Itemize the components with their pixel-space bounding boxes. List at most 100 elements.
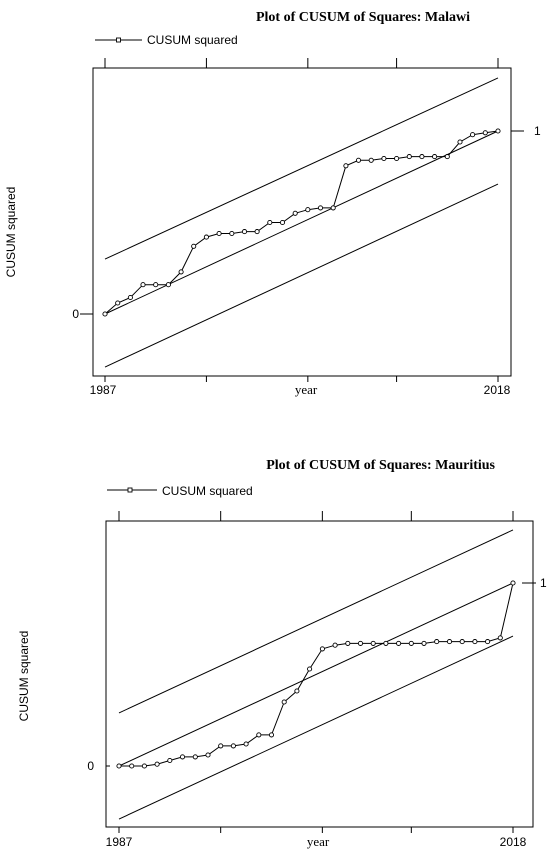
mauritius-cusum-point bbox=[230, 743, 236, 749]
mauritius-y-tick-1: 1 bbox=[540, 576, 547, 590]
mauritius-cusum-point bbox=[141, 763, 147, 769]
malawi-cusum-point bbox=[317, 205, 324, 211]
mauritius-cusum-point bbox=[307, 666, 313, 672]
malawi-legend-marker bbox=[116, 37, 121, 43]
malawi-cusum-point bbox=[267, 219, 273, 226]
mauritius-cusum-point bbox=[510, 580, 516, 586]
mauritius-legend: CUSUM squared bbox=[107, 484, 253, 498]
mauritius-cusum-point bbox=[497, 635, 503, 641]
malawi-cusum-point bbox=[419, 154, 425, 160]
malawi-cusum-point bbox=[191, 243, 197, 249]
malawi-cusum-point bbox=[355, 157, 362, 163]
mauritius-cusum-point bbox=[154, 761, 160, 767]
malawi-center-bound-line bbox=[104, 130, 499, 315]
mauritius-chart-title: Plot of CUSUM of Squares: Mauritius bbox=[266, 458, 495, 473]
mauritius-cusum-point bbox=[332, 642, 338, 648]
malawi-cusum-point bbox=[368, 157, 374, 163]
malawi-chart-title: Plot of CUSUM of Squares: Malawi bbox=[256, 10, 470, 25]
mauritius-bottom-ticks bbox=[118, 827, 514, 833]
mauritius-cusum-point bbox=[268, 732, 275, 738]
mauritius-cusum-point bbox=[256, 732, 262, 738]
malawi-x-tick-end: 2018 bbox=[484, 383, 511, 397]
malawi-cusum-point bbox=[165, 282, 171, 288]
malawi-cusum-point bbox=[482, 130, 488, 136]
malawi-cusum-point bbox=[140, 282, 146, 288]
mauritius-cusum-point bbox=[192, 754, 198, 760]
mauritius-cusum-point bbox=[370, 640, 376, 646]
malawi-legend: CUSUM squared bbox=[95, 33, 238, 47]
malawi-top-ticks bbox=[104, 58, 499, 68]
mauritius-cusum-point bbox=[179, 754, 186, 760]
mauritius-legend-marker bbox=[127, 487, 133, 493]
mauritius-y-axis-label: CUSUM squared bbox=[17, 631, 31, 722]
malawi-cusum-point bbox=[153, 282, 159, 288]
mauritius-cusum-point bbox=[218, 743, 224, 749]
malawi-cusum-point bbox=[292, 210, 298, 216]
mauritius-cusum-point bbox=[319, 646, 325, 652]
malawi-cusum-point bbox=[432, 154, 438, 160]
malawi-cusum-point bbox=[279, 219, 286, 226]
mauritius-cusum-point bbox=[294, 688, 300, 694]
malawi-cusum-point bbox=[203, 234, 209, 240]
mauritius-cusum-point bbox=[421, 640, 427, 646]
malawi-legend-label: CUSUM squared bbox=[147, 33, 238, 47]
mauritius-cusum-point bbox=[243, 741, 249, 747]
mauritius-legend-label: CUSUM squared bbox=[162, 484, 253, 498]
malawi-cusum-point bbox=[115, 300, 121, 306]
malawi-cusum-point bbox=[254, 229, 260, 235]
malawi-y-axis-label: CUSUM squared bbox=[4, 187, 18, 278]
malawi-cusum-point bbox=[229, 230, 235, 237]
mauritius-cusum-point bbox=[446, 639, 453, 645]
malawi-cusum-point bbox=[102, 311, 108, 317]
mauritius-y-tick-0: 0 bbox=[87, 759, 94, 773]
mauritius-cusum-point bbox=[205, 752, 211, 758]
malawi-cusum-point bbox=[470, 132, 476, 138]
mauritius-chart: Plot of CUSUM of Squares: Mauritius CUSU… bbox=[17, 458, 547, 849]
malawi-chart: Plot of CUSUM of Squares: Malawi CUSUM s… bbox=[4, 10, 541, 397]
malawi-x-axis-label: year bbox=[295, 382, 318, 397]
malawi-cusum-point bbox=[381, 155, 387, 162]
malawi-y-tick-0: 0 bbox=[72, 307, 79, 321]
mauritius-cusum-point bbox=[396, 640, 402, 646]
mauritius-plot-frame bbox=[105, 520, 534, 828]
malawi-cusum-point bbox=[406, 154, 412, 160]
mauritius-center-bound-line bbox=[118, 582, 514, 767]
malawi-cusum-point bbox=[495, 128, 501, 134]
mauritius-upper-bound-line bbox=[118, 529, 514, 714]
malawi-lower-bound-line bbox=[104, 183, 499, 368]
malawi-plot-frame bbox=[92, 67, 512, 377]
malawi-x-tick-start: 1987 bbox=[90, 383, 117, 397]
mauritius-cusum-point bbox=[116, 763, 122, 769]
malawi-cusum-point bbox=[444, 154, 450, 160]
mauritius-cusum-point bbox=[472, 639, 478, 645]
mauritius-top-ticks bbox=[118, 511, 514, 521]
malawi-cusum-point bbox=[330, 205, 336, 211]
mauritius-cusum-point bbox=[345, 640, 351, 646]
mauritius-lower-bound-line bbox=[118, 635, 514, 820]
mauritius-x-tick-end: 2018 bbox=[500, 835, 527, 849]
malawi-upper-bound-line bbox=[104, 77, 499, 260]
malawi-cusum-point bbox=[178, 269, 184, 275]
malawi-cusum-point bbox=[343, 163, 349, 169]
malawi-plot-area bbox=[102, 77, 501, 368]
mauritius-cusum-point bbox=[434, 639, 440, 645]
mauritius-cusum-point bbox=[408, 640, 414, 646]
mauritius-cusum-point bbox=[357, 640, 364, 646]
malawi-cusum-point bbox=[457, 139, 463, 145]
malawi-cusum-point bbox=[241, 229, 248, 235]
malawi-y-tick-1: 1 bbox=[534, 124, 541, 138]
mauritius-cusum-point bbox=[459, 639, 465, 645]
malawi-bottom-ticks bbox=[104, 376, 499, 382]
malawi-cusum-point bbox=[305, 207, 311, 213]
malawi-cusum-point bbox=[127, 294, 133, 301]
mauritius-cusum-point bbox=[383, 640, 389, 646]
mauritius-cusum-point bbox=[129, 763, 135, 769]
mauritius-x-tick-start: 1987 bbox=[106, 835, 133, 849]
malawi-cusum-point bbox=[394, 155, 400, 162]
mauritius-cusum-point bbox=[485, 639, 491, 645]
mauritius-cusum-point bbox=[167, 757, 173, 764]
mauritius-cusum-point bbox=[281, 699, 287, 705]
mauritius-plot-area bbox=[116, 529, 516, 820]
mauritius-x-axis-label: year bbox=[307, 834, 330, 849]
